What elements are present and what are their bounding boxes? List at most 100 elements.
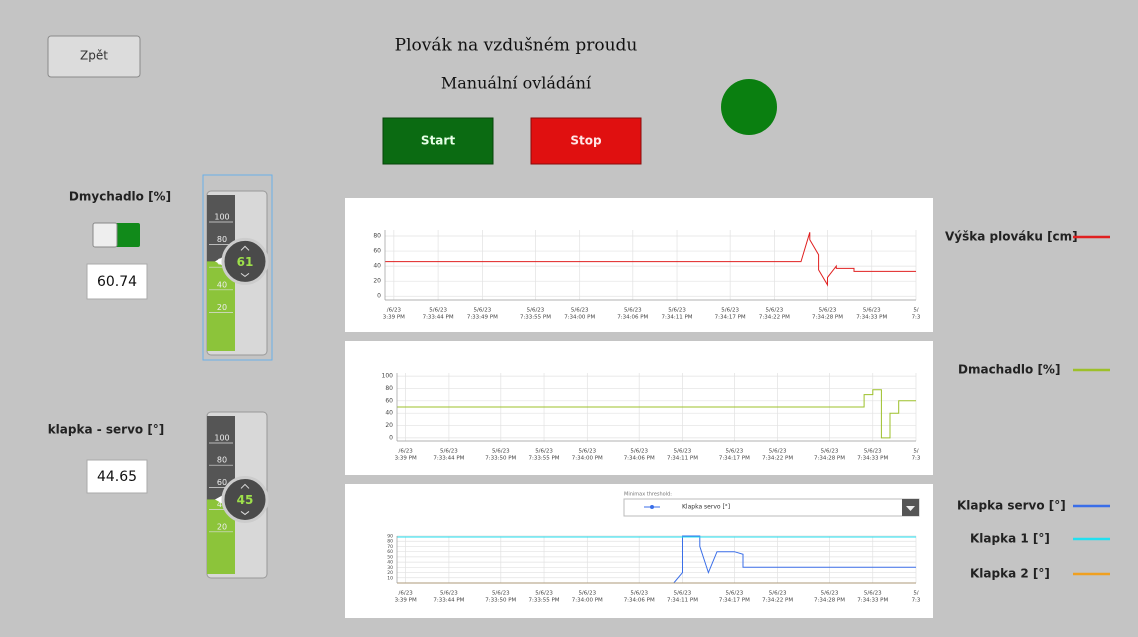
x-tick-label: 5/6/23 bbox=[535, 449, 553, 455]
x-tick-label: 5/6/23 bbox=[766, 308, 784, 314]
chart: /6/233:39 PM5/6/237:33:44 PM5/6/237:33:5… bbox=[395, 535, 921, 604]
x-tick-label: 5/6/23 bbox=[674, 591, 692, 597]
slider-thumb bbox=[221, 237, 269, 285]
y-tick-label: 10 bbox=[387, 575, 393, 581]
x-tick-label: 5/6/23 bbox=[864, 591, 882, 597]
dropdown-swatch-dot bbox=[650, 505, 654, 509]
start-button[interactable]: Start bbox=[382, 117, 494, 165]
y-tick-label: 20 bbox=[385, 422, 393, 429]
x-tick-label: 5/ bbox=[913, 591, 918, 597]
start-button-label[interactable]: Start bbox=[421, 134, 455, 148]
legend-label: Výška plováku [cm] bbox=[945, 230, 1078, 244]
x-tick-label: 7:34:22 PM bbox=[762, 456, 793, 462]
x-tick-label: 5/6/23 bbox=[725, 591, 743, 597]
y-tick-label: 80 bbox=[373, 233, 381, 240]
series-dropdown[interactable]: Klapka servo [°] bbox=[623, 498, 920, 517]
x-tick-label: 5/6/23 bbox=[624, 308, 642, 314]
x-tick-label: 5/6/23 bbox=[535, 591, 553, 597]
back-button[interactable]: Zpět bbox=[47, 35, 141, 78]
y-tick-label: 20 bbox=[373, 278, 381, 285]
thumb-arrow-up bbox=[240, 245, 250, 251]
dropdown-arrow[interactable] bbox=[906, 506, 915, 511]
x-tick-label: 5/6/23 bbox=[630, 591, 648, 597]
x-tick-label: 7:33:55 PM bbox=[529, 598, 560, 604]
back-button-label[interactable]: Zpět bbox=[80, 49, 108, 63]
slider-tick-label: 40 bbox=[217, 500, 227, 509]
x-tick-label: /6/23 bbox=[399, 449, 414, 455]
legend-label: Klapka 1 [°] bbox=[970, 532, 1050, 546]
y-tick-label: 30 bbox=[387, 565, 393, 571]
stop-button-label[interactable]: Stop bbox=[570, 134, 602, 148]
x-tick-label: 5/6/23 bbox=[721, 308, 739, 314]
x-tick-label: 7:3 bbox=[912, 598, 921, 604]
x-tick-label: 5/6/23 bbox=[440, 591, 458, 597]
x-tick-label: 7:34:11 PM bbox=[662, 315, 693, 321]
x-tick-label: 5/6/23 bbox=[769, 449, 787, 455]
status-indicator bbox=[721, 79, 777, 135]
slider-tick-label: 20 bbox=[217, 303, 227, 312]
x-tick-label: 5/6/23 bbox=[821, 449, 839, 455]
x-tick-label: 5/6/23 bbox=[578, 591, 596, 597]
y-tick-label: 60 bbox=[387, 549, 393, 555]
x-tick-label: 5/6/23 bbox=[571, 308, 589, 314]
toggle-switch[interactable] bbox=[92, 222, 140, 248]
start-button-face[interactable] bbox=[382, 117, 494, 165]
x-tick-label: 5/6/23 bbox=[492, 591, 510, 597]
x-tick-label: 7:34:17 PM bbox=[719, 456, 750, 462]
x-tick-label: 7:3 bbox=[912, 456, 921, 462]
x-tick-label: 7:34:11 PM bbox=[667, 598, 698, 604]
x-tick-label: 7:34:22 PM bbox=[759, 315, 790, 321]
x-tick-label: 7:34:00 PM bbox=[572, 456, 603, 462]
x-tick-label: 5/6/23 bbox=[674, 449, 692, 455]
slider-tick-label: 60 bbox=[217, 478, 227, 487]
x-tick-label: 3:39 PM bbox=[395, 598, 417, 604]
x-tick-label: 5/6/23 bbox=[819, 308, 837, 314]
series-line bbox=[385, 232, 916, 287]
y-tick-label: 0 bbox=[377, 293, 381, 300]
slider-tick-label: 20 bbox=[217, 522, 227, 531]
dropdown-box[interactable] bbox=[623, 498, 920, 517]
slider-tick-label: 100 bbox=[214, 213, 229, 222]
x-tick-label: 7:34:33 PM bbox=[857, 598, 888, 604]
x-tick-label: 5/6/23 bbox=[492, 449, 510, 455]
y-tick-label: 80 bbox=[387, 539, 393, 545]
x-tick-label: 7:34:17 PM bbox=[715, 315, 746, 321]
chart: /6/233:39 PM5/6/237:33:44 PM5/6/237:33:5… bbox=[395, 373, 921, 462]
x-tick-label: 5/6/23 bbox=[578, 449, 596, 455]
y-tick-label: 40 bbox=[385, 410, 393, 417]
slider-thumb-label: 45 bbox=[237, 493, 254, 507]
back-button-face[interactable] bbox=[47, 35, 141, 78]
x-tick-label: /6/23 bbox=[399, 591, 414, 597]
x-tick-label: 7:34:00 PM bbox=[572, 598, 603, 604]
x-tick-label: 7:33:55 PM bbox=[529, 456, 560, 462]
thumb-arrow-up bbox=[240, 483, 250, 489]
stop-button[interactable]: Stop bbox=[530, 117, 642, 165]
x-tick-label: 5/6/23 bbox=[821, 591, 839, 597]
x-tick-label: 5/ bbox=[913, 449, 918, 455]
stop-button-face[interactable] bbox=[530, 117, 642, 165]
x-tick-label: 5/6/23 bbox=[864, 449, 882, 455]
x-tick-label: 5/6/23 bbox=[668, 308, 686, 314]
x-tick-label: 7:34:28 PM bbox=[814, 456, 845, 462]
x-tick-label: 7:33:50 PM bbox=[485, 456, 516, 462]
x-tick-label: 7:34:11 PM bbox=[667, 456, 698, 462]
y-tick-label: 50 bbox=[387, 554, 393, 560]
focus-frame bbox=[202, 174, 273, 361]
dropdown-text[interactable]: Klapka servo [°] bbox=[682, 504, 730, 511]
x-tick-label: 7:34:00 PM bbox=[564, 315, 595, 321]
x-tick-label: 5/6/23 bbox=[440, 449, 458, 455]
subtitle: Manuální ovládání bbox=[441, 74, 592, 93]
control-label: klapka - servo [°] bbox=[48, 423, 165, 437]
x-tick-label: 7:34:22 PM bbox=[762, 598, 793, 604]
x-tick-label: 7:34:33 PM bbox=[856, 315, 887, 321]
x-tick-label: 7:34:06 PM bbox=[624, 598, 655, 604]
slider-tick-label: 40 bbox=[217, 280, 227, 289]
x-tick-label: 7:3 bbox=[912, 315, 921, 321]
value-box bbox=[86, 263, 148, 300]
x-tick-label: 3:39 PM bbox=[395, 456, 417, 462]
value-text: 60.74 bbox=[97, 274, 137, 290]
y-tick-label: 60 bbox=[385, 397, 393, 404]
x-tick-label: 7:34:06 PM bbox=[624, 456, 655, 462]
toggle-knob[interactable] bbox=[92, 222, 118, 248]
